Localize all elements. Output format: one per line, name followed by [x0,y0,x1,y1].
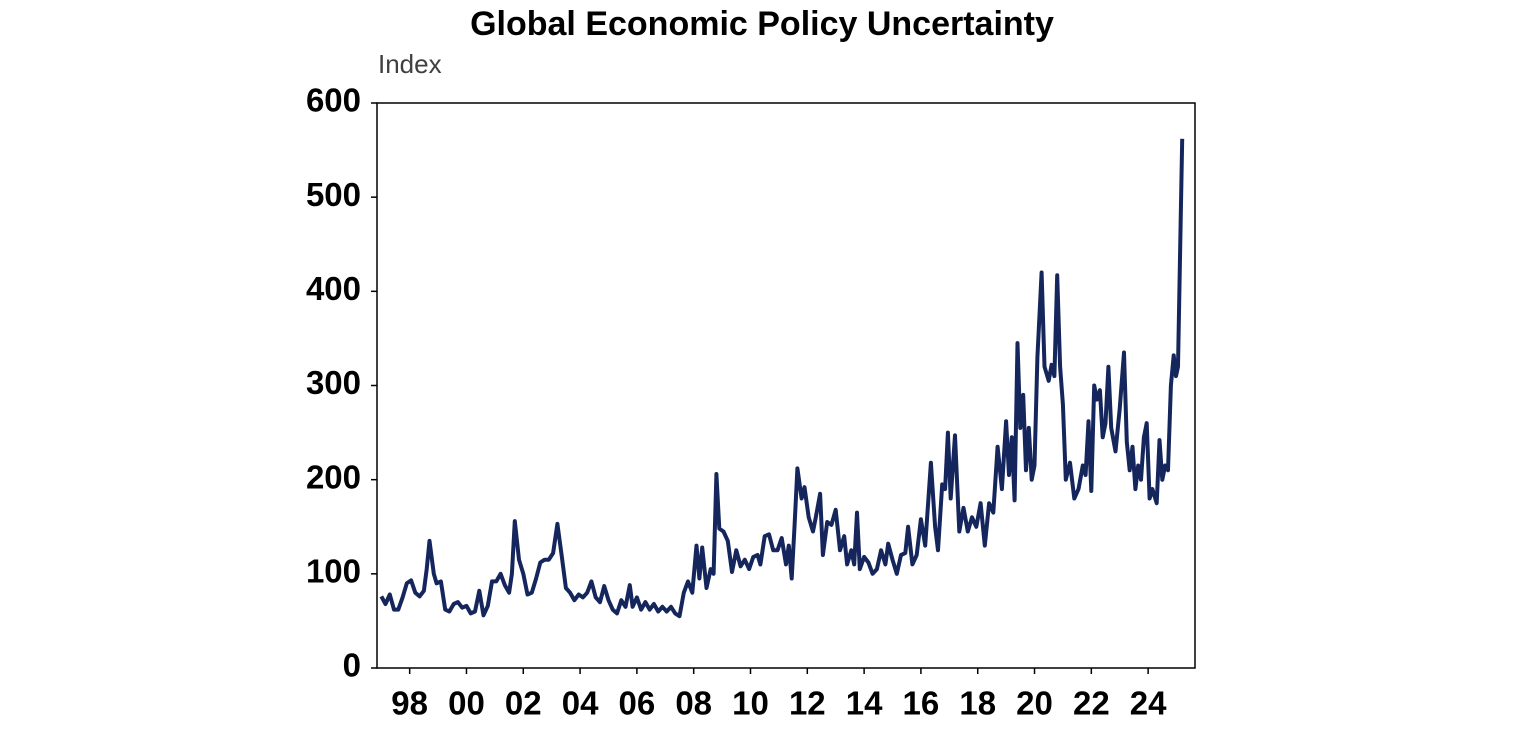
x-tick-label: 24 [1130,685,1167,722]
x-tick-label: 02 [505,685,542,722]
y-tick-label: 500 [306,176,361,213]
x-tick-label: 20 [1016,685,1053,722]
y-tick-label: 400 [306,270,361,307]
x-tick-label: 14 [846,685,883,722]
x-tick-label: 00 [448,685,485,722]
data-line [379,138,1185,619]
x-tick-label: 08 [675,685,712,722]
x-tick-label: 18 [959,685,996,722]
x-tick-label: 10 [732,685,769,722]
y-tick-label: 600 [306,82,361,119]
chart-title: Global Economic Policy Uncertainty [470,5,1054,43]
x-tick-label: 12 [789,685,826,722]
plot-frame [376,102,1196,669]
y-tick-label: 100 [306,553,361,590]
y-tick-label: 0 [343,647,361,684]
y-axis-label: Index [378,49,442,79]
y-tick-label: 300 [306,364,361,401]
x-tick-label: 06 [619,685,656,722]
y-tick-label: 200 [306,458,361,495]
x-tick-label: 16 [903,685,940,722]
x-tick-label: 04 [562,685,599,722]
x-tick-label: 22 [1073,685,1110,722]
x-tick-label: 98 [391,685,428,722]
